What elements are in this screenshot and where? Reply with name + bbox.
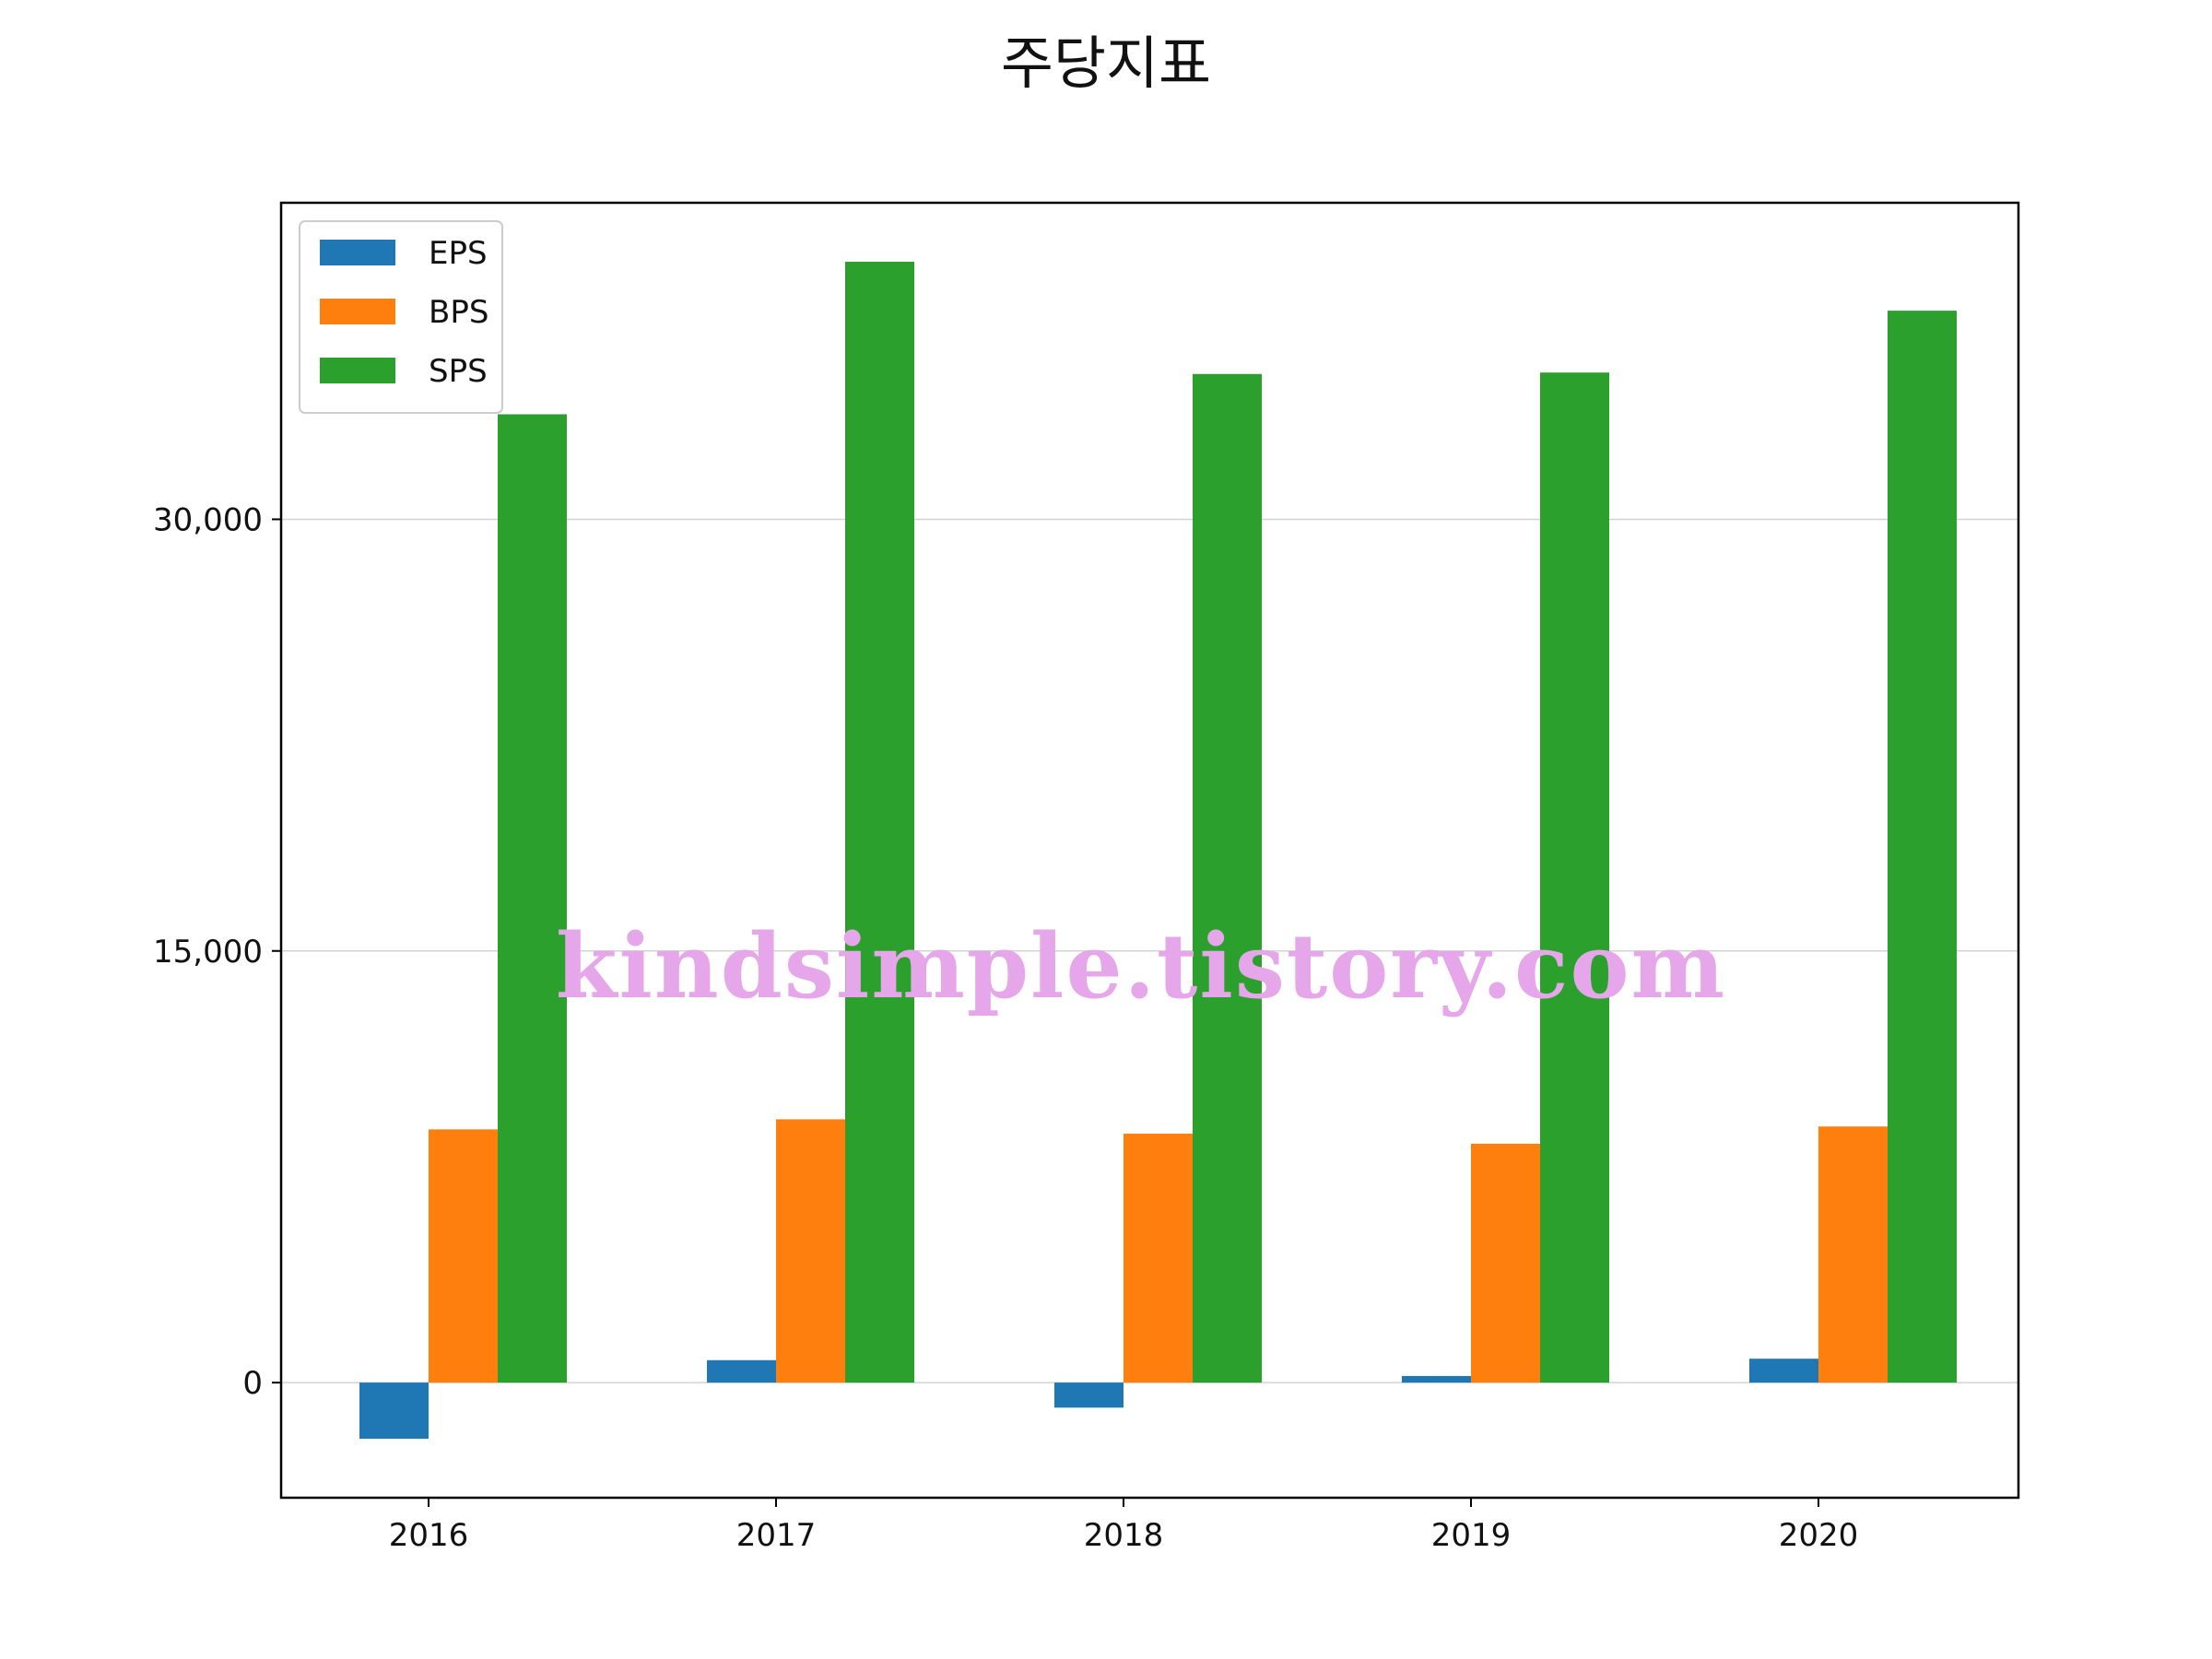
x-tick-label: 2018: [1084, 1517, 1164, 1554]
watermark-text: kindsimple.tistory.com: [556, 914, 1726, 1018]
y-tick-label: 30,000: [153, 501, 263, 538]
legend-swatch-bps: [320, 299, 395, 324]
bar-bps-2016: [429, 1129, 498, 1383]
bar-bps-2018: [1124, 1134, 1193, 1383]
bars-layer: [359, 262, 1957, 1439]
bar-eps-2018: [1054, 1382, 1124, 1408]
x-tick-label: 2017: [736, 1517, 817, 1554]
bar-sps-2018: [1193, 373, 1262, 1383]
bar-eps-2017: [707, 1359, 776, 1383]
legend-swatch-sps: [320, 358, 395, 383]
x-tick-label: 2016: [389, 1517, 469, 1554]
bar-sps-2020: [1888, 311, 1957, 1383]
x-tick-label: 2019: [1431, 1517, 1512, 1554]
bar-bps-2017: [776, 1119, 845, 1383]
bar-eps-2016: [359, 1382, 429, 1439]
bar-bps-2020: [1818, 1126, 1888, 1383]
legend-label-sps: SPS: [429, 353, 488, 390]
bar-sps-2016: [498, 414, 567, 1383]
legend-label-eps: EPS: [429, 235, 488, 272]
bar-bps-2019: [1471, 1143, 1540, 1383]
chart-title: 주당지표: [1001, 29, 1211, 97]
legend: EPS BPS SPS: [299, 220, 503, 414]
y-tick-label: 0: [242, 1365, 263, 1402]
x-tick-label: 2020: [1779, 1517, 1859, 1554]
plot-frame: [279, 201, 2020, 1500]
y-tick-label: 15,000: [153, 934, 263, 971]
legend-label-bps: BPS: [429, 294, 488, 331]
bar-sps-2017: [845, 262, 914, 1383]
bar-eps-2020: [1749, 1359, 1818, 1383]
legend-swatch-eps: [320, 240, 395, 265]
axis-layer: 0 15,000 30,000 2016 2017 2018 2019 2020: [153, 501, 1858, 1554]
bar-eps-2019: [1402, 1375, 1471, 1383]
bar-sps-2019: [1540, 372, 1609, 1383]
